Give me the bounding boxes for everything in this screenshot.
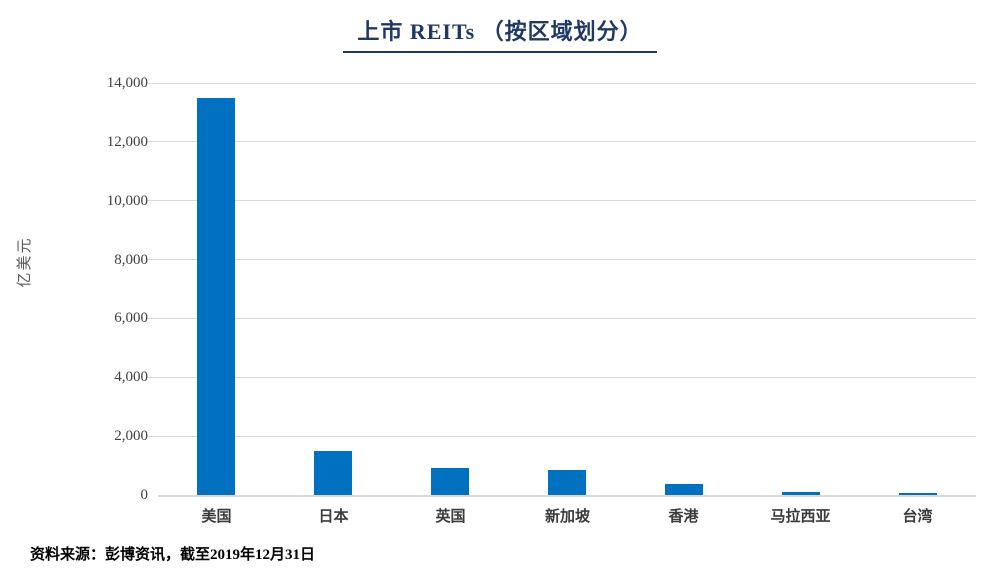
y-tick-label-4000: 4,000	[114, 369, 148, 386]
bar-hong-kong	[665, 484, 703, 495]
x-tick-label-hong-kong: 香港	[668, 509, 699, 525]
y-tick-label-8000: 8,000	[114, 251, 148, 268]
y-tick-label-2000: 2,000	[114, 428, 148, 445]
x-tick-label-singapore: 新加坡	[544, 509, 590, 525]
gridline-2000	[148, 435, 976, 437]
x-tick-label-taiwan: 台湾	[902, 509, 933, 525]
gridline-4000	[148, 376, 976, 378]
source-note: 资料来源：彭博资讯，截至2019年12月31日	[30, 547, 316, 563]
x-tick-label-malaysia: 马拉西亚	[770, 509, 831, 525]
bar-japan	[314, 451, 352, 495]
y-tick-label-10000: 10,000	[106, 192, 148, 209]
x-tick-label-uk: 英国	[435, 509, 466, 525]
gridline-8000	[148, 259, 976, 261]
chart-title: 上市 REITs （按区域划分）	[343, 14, 657, 53]
bar-usa	[197, 98, 235, 495]
y-tick-label-14000: 14,000	[106, 75, 148, 91]
x-tick-label-japan: 日本	[318, 509, 349, 525]
gridline-10000	[148, 200, 976, 202]
y-tick-label-12000: 12,000	[106, 133, 148, 150]
gridline-14000	[148, 82, 976, 84]
x-axis: 美国 日本 英国 新加坡 香港 马拉西亚 台湾	[158, 505, 976, 529]
bar-singapore	[548, 470, 586, 495]
gridline-12000	[148, 141, 976, 143]
x-tick-label-usa: 美国	[201, 509, 232, 525]
chart-title-wrap: 上市 REITs （按区域划分）	[0, 14, 1000, 53]
plot-area	[148, 82, 976, 497]
gridline-6000	[148, 317, 976, 319]
bar-taiwan	[899, 493, 937, 495]
y-tick-label-0: 0	[140, 487, 149, 503]
y-tick-label-6000: 6,000	[114, 310, 148, 327]
bar-malaysia	[782, 492, 820, 495]
bar-uk	[431, 468, 469, 495]
y-axis: 0 2,000 4,000 6,000 8,000 10,000 12,000 14,000	[0, 75, 148, 503]
